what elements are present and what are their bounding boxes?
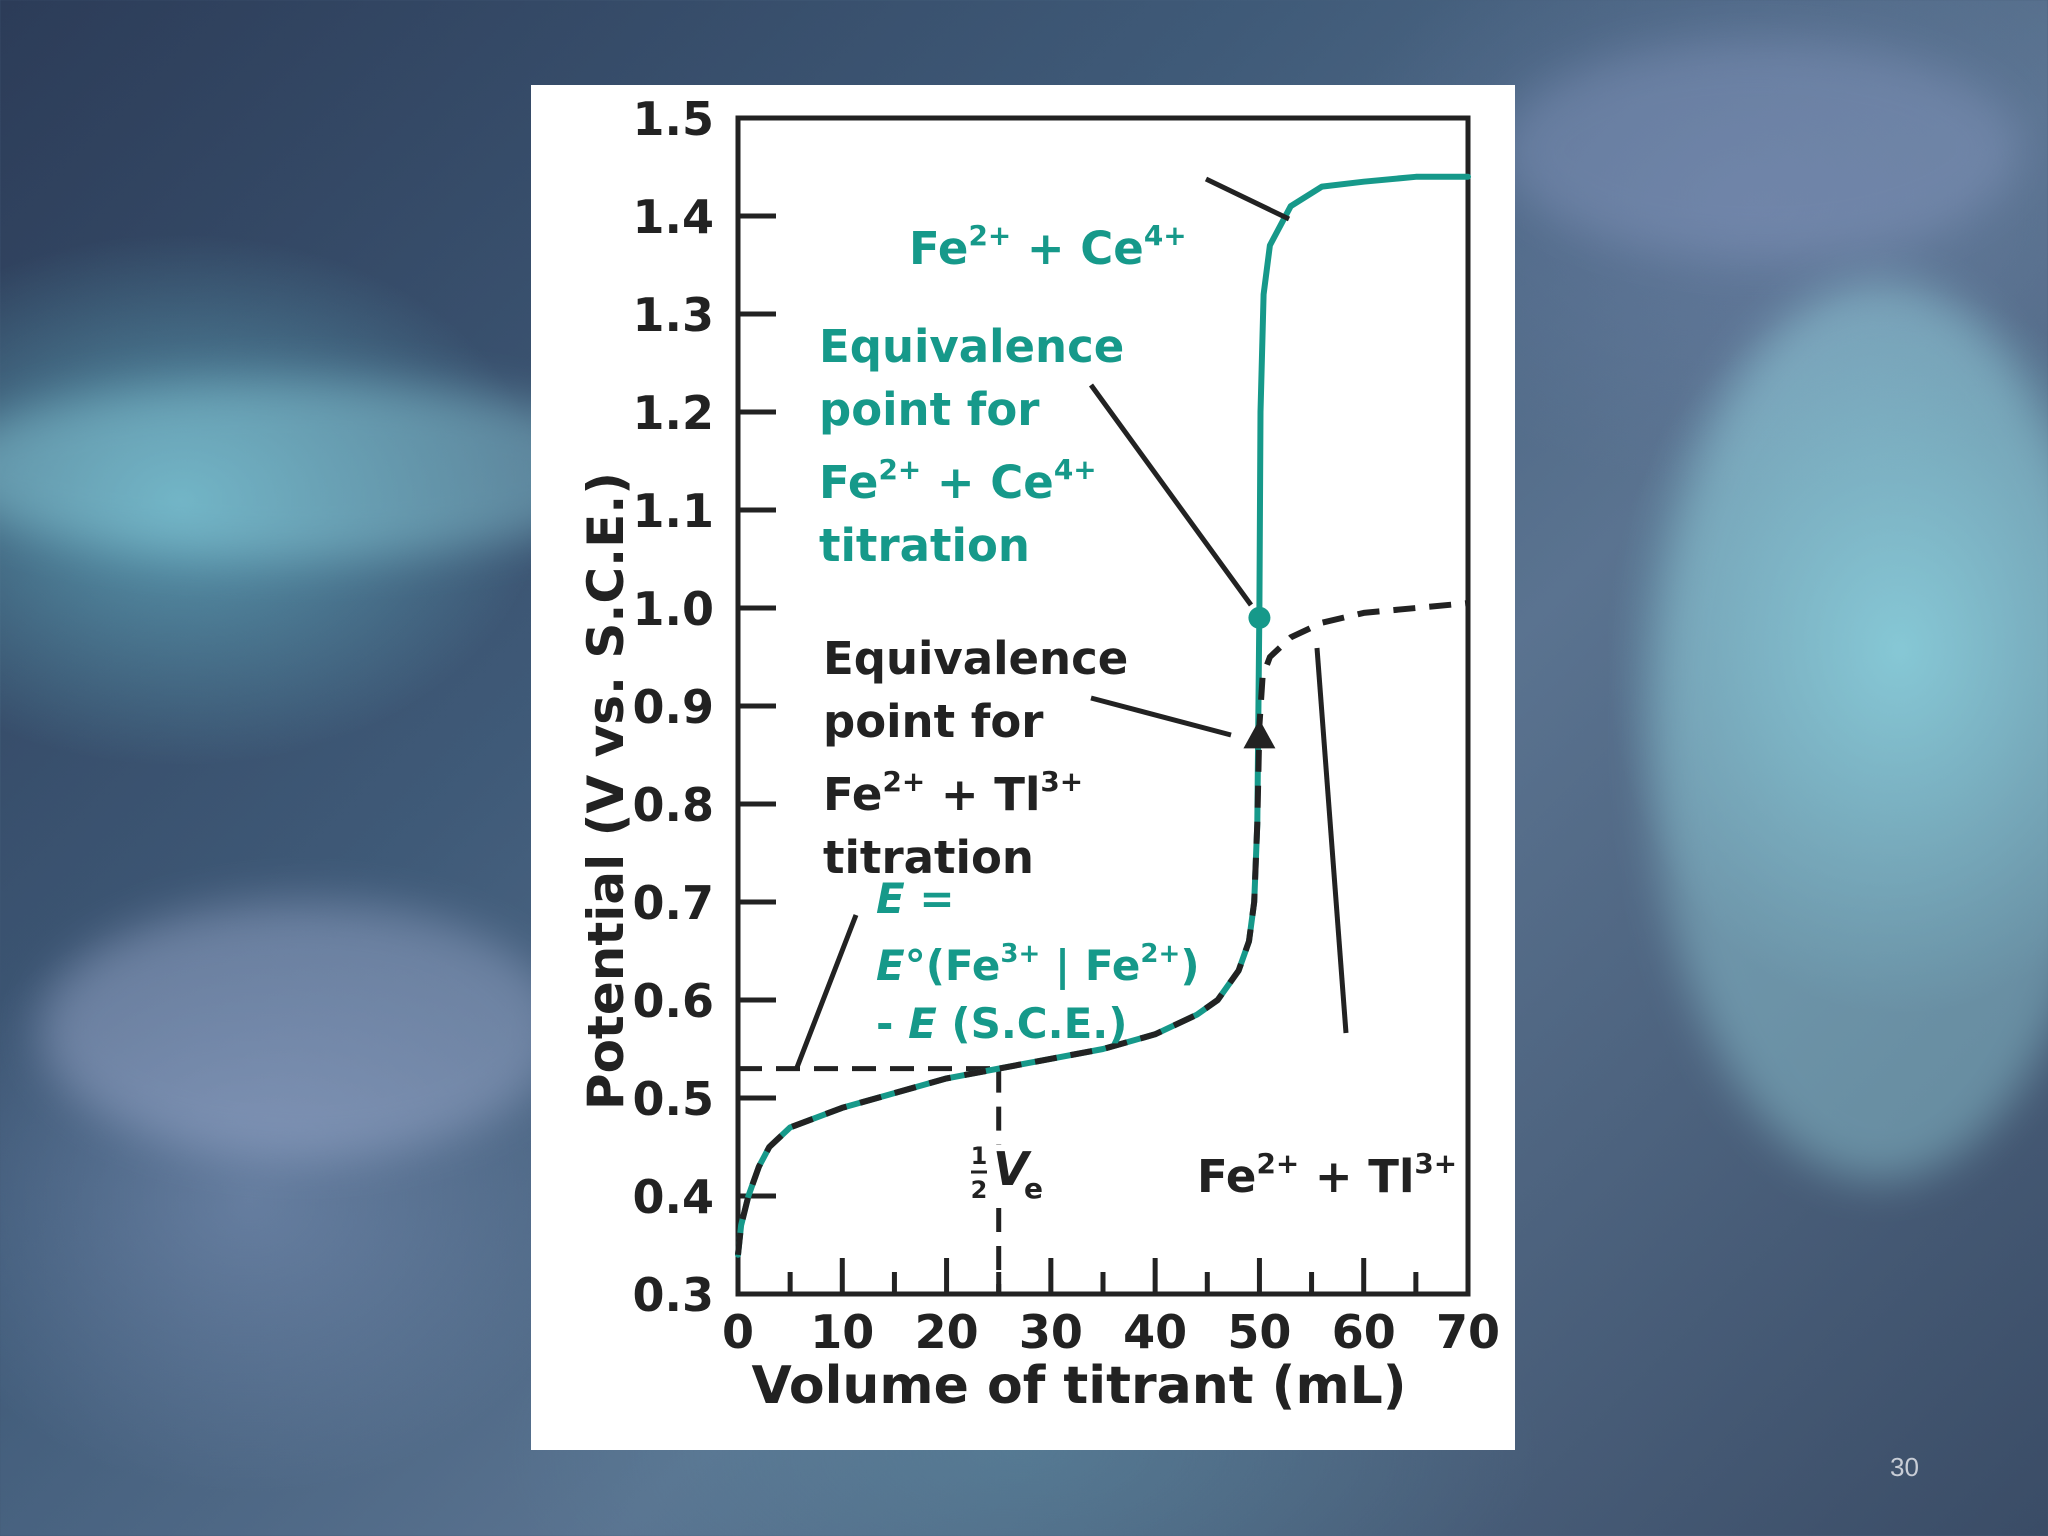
y-tick-label: 0.6 (633, 974, 715, 1028)
formal-potential-label: E = E°(Fe3+ | Fe2+) - E (S.C.E.) (876, 874, 1200, 1048)
ce-curve-leader (1204, 176, 1291, 222)
y-axis-title: Potential (V vs. S.C.E.) (577, 472, 635, 1110)
tl-equivalence-leader (1090, 695, 1232, 738)
y-tick-label: 0.8 (633, 778, 715, 832)
x-tick-label: 60 (1332, 1305, 1396, 1359)
y-tick-label: 1.3 (633, 288, 715, 342)
ce-curve-label: Fe2+ + Ce4+ (909, 219, 1187, 275)
half-ve-symbol: V (993, 1142, 1032, 1196)
half-ve-subscript: e (1024, 1172, 1043, 1205)
formal-potential-leader (793, 914, 859, 1071)
series-layer (735, 173, 1471, 1258)
half-ve-label: 1 2 V e (971, 1142, 1043, 1205)
ce-equivalence-marker (1248, 606, 1271, 629)
x-tick-label: 70 (1436, 1305, 1500, 1359)
half-ve-denominator: 2 (971, 1176, 988, 1204)
y-tick-label: 0.4 (633, 1170, 715, 1224)
y-tick-label: 0.7 (633, 876, 715, 930)
tl-equivalence-marker (1243, 719, 1276, 749)
y-tick-label: 1.4 (633, 190, 715, 244)
tl-curve-label: Fe2+ + Tl3+ (1197, 1147, 1458, 1203)
half-ve-numerator: 1 (971, 1142, 988, 1170)
titration-chart: 0.3 0.4 0.5 0.6 0.7 0.8 0.9 1.0 1.1 1.2 1.3 1.4 1.5 0… (577, 92, 1501, 1416)
y-tick-label: 1.5 (633, 92, 715, 146)
y-tick-label: 1.0 (633, 582, 715, 636)
series-tl-line (735, 600, 1469, 1256)
ce-equivalence-label: Equivalence point for Fe2+ + Ce4+ titrat… (819, 320, 1125, 572)
y-tick-label: 1.2 (633, 386, 715, 440)
chart-panel: 0.3 0.4 0.5 0.6 0.7 0.8 0.9 1.0 1.1 1.2 1.3 1.4 1.5 0… (531, 85, 1515, 1450)
tick-labels: 0.3 0.4 0.5 0.6 0.7 0.8 0.9 1.0 1.1 1.2 1.3 1.4 1.5 0… (633, 92, 1501, 1359)
x-axis-title: Volume of titrant (mL) (751, 1356, 1406, 1416)
ce-equivalence-leader (1088, 383, 1254, 607)
x-tick-label: 0 (722, 1305, 754, 1359)
x-tick-label: 30 (1019, 1305, 1083, 1359)
x-tick-label: 20 (915, 1305, 979, 1359)
tl-curve-leader (1314, 647, 1349, 1034)
axes (735, 115, 1471, 1297)
annotation-leaders (793, 176, 1349, 1071)
equivalence-markers (1243, 606, 1276, 749)
reference-lines (738, 1066, 1002, 1294)
tl-equivalence-label: Equivalence point for Fe2+ + Tl3+ titrat… (823, 632, 1129, 884)
x-tick-label: 40 (1123, 1305, 1187, 1359)
y-tick-label: 0.5 (633, 1072, 715, 1126)
page-number: 30 (1890, 1452, 1919, 1482)
x-tick-label: 10 (810, 1305, 874, 1359)
y-tick-label: 1.1 (633, 484, 715, 538)
x-tick-label: 50 (1227, 1305, 1291, 1359)
y-tick-label: 0.9 (633, 680, 715, 734)
y-tick-label: 0.3 (633, 1268, 715, 1322)
